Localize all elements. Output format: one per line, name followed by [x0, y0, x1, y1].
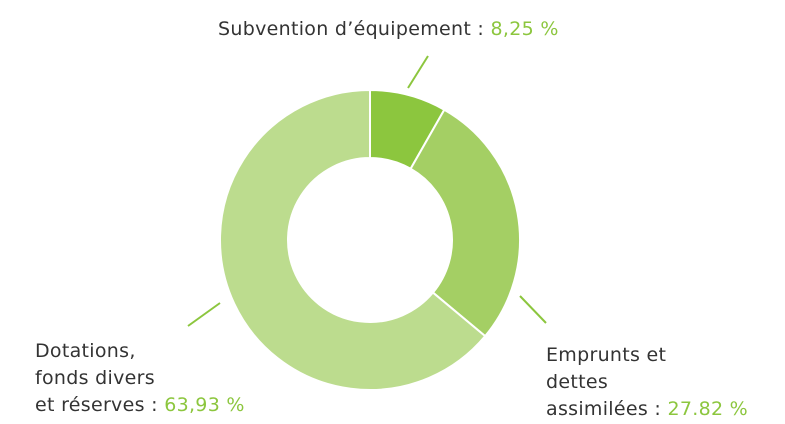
category-label: Subvention d’équipement :: [218, 18, 485, 40]
category-label: Dotations, fonds divers et réserves :: [35, 340, 158, 416]
leader-line: [187, 302, 221, 327]
leader-line: [407, 55, 429, 89]
value-label: 27.82 %: [667, 398, 749, 420]
slice-label: Subvention d’équipement : 8,25 %: [218, 16, 559, 43]
wedge: [409, 108, 521, 338]
slice-label: Emprunts et dettes assimilées : 27.82 %: [546, 342, 748, 423]
leader-line: [519, 295, 547, 324]
wedge: [219, 88, 487, 391]
value-label: 63,93 %: [164, 394, 245, 416]
category-label: Emprunts et dettes assimilées :: [546, 344, 667, 420]
slice-label: Dotations, fonds divers et réserves : 63…: [35, 338, 245, 419]
value-label: 8,25 %: [490, 18, 559, 40]
